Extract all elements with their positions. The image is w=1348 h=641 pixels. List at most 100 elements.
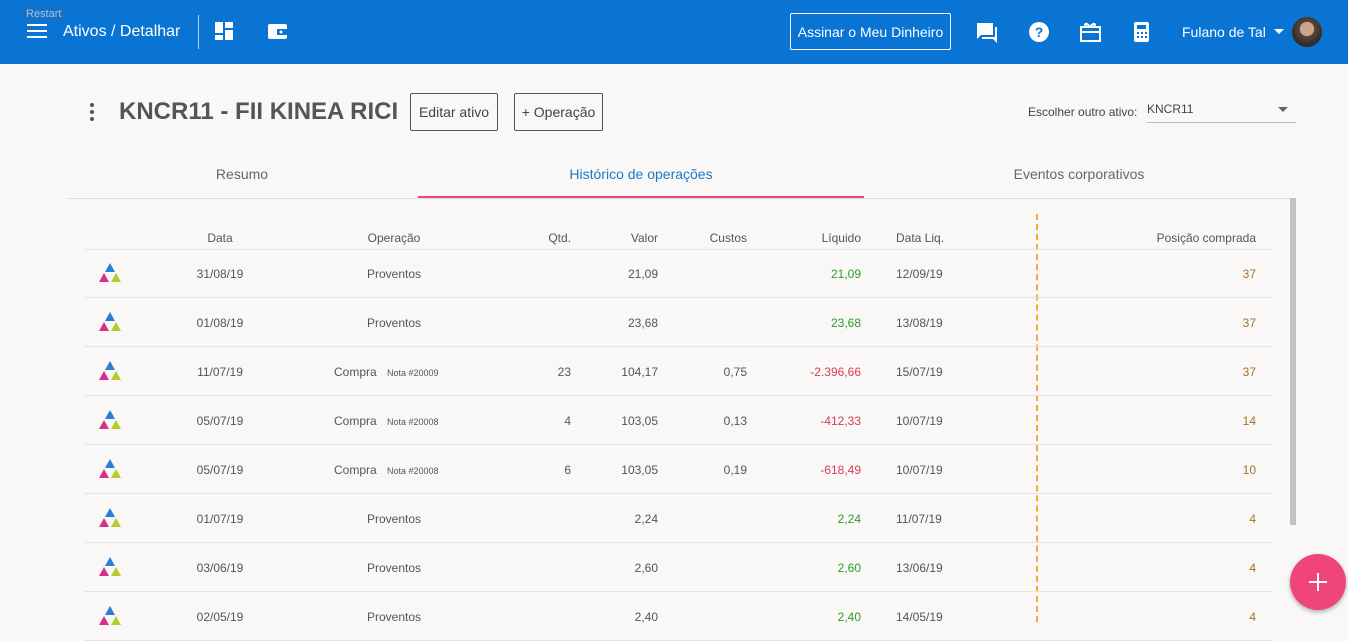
cell-op: Proventos: [366, 561, 422, 575]
edit-button[interactable]: Editar ativo: [410, 93, 498, 131]
add-operation-button[interactable]: + Operação: [514, 93, 603, 131]
cell-date: 05/07/19: [196, 414, 244, 428]
cell-custos: 0,13: [723, 414, 747, 428]
cell-liquido: 23,68: [830, 316, 861, 330]
cell-data-liq: 10/07/19: [896, 414, 943, 428]
help-icon[interactable]: ?: [1028, 21, 1050, 43]
cell-op: Compra: [334, 365, 377, 379]
cell-qtd: 23: [557, 365, 571, 379]
avatar[interactable]: [1292, 17, 1322, 47]
dashboard-icon[interactable]: [215, 22, 235, 42]
cell-data-liq: 13/06/19: [896, 561, 943, 575]
asset-title: KNCR11 - FII KINEA RICI: [119, 98, 399, 125]
cell-data-liq: 13/08/19: [896, 316, 943, 330]
cell-date: 05/07/19: [196, 463, 244, 477]
wallet-icon[interactable]: [267, 22, 289, 42]
operation-icon[interactable]: [98, 409, 124, 431]
select-value: KNCR11: [1147, 102, 1194, 116]
operation-icon[interactable]: [98, 262, 124, 284]
scrollbar[interactable]: [1290, 198, 1296, 525]
row-line: [84, 395, 1272, 396]
row-line: [84, 591, 1272, 592]
cell-date: 02/05/19: [196, 610, 244, 624]
cell-liquido: 2,40: [837, 610, 861, 624]
cell-valor: 2,60: [634, 561, 658, 575]
calculator-icon[interactable]: [1133, 21, 1151, 43]
column-header[interactable]: Posição comprada: [1156, 231, 1256, 245]
asset-select[interactable]: KNCR11: [1147, 102, 1296, 123]
column-header[interactable]: Custos: [709, 231, 747, 245]
user-caret[interactable]: [1274, 29, 1284, 35]
cell-liquido: -2.396,66: [810, 365, 861, 379]
cell-custos: 0,75: [723, 365, 747, 379]
cell-valor: 21,09: [627, 267, 658, 281]
operation-icon[interactable]: [98, 360, 124, 382]
cell-liquido: -412,33: [820, 414, 861, 428]
tab[interactable]: Histórico de operações: [569, 166, 713, 182]
cell-note[interactable]: Nota #20008: [387, 417, 439, 427]
top-bar: Ativos / Detalhar Assinar o Meu Dinheiro…: [0, 0, 1348, 64]
position-divider: [1036, 214, 1038, 622]
cell-qtd: 6: [564, 463, 571, 477]
cell-custos: 0,19: [723, 463, 747, 477]
row-line: [84, 346, 1272, 347]
subscribe-button[interactable]: Assinar o Meu Dinheiro: [790, 13, 951, 50]
fab-add[interactable]: [1290, 554, 1346, 610]
cell-date: 03/06/19: [196, 561, 244, 575]
column-header[interactable]: Líquido: [821, 231, 861, 245]
cell-date: 31/08/19: [196, 267, 244, 281]
cell-posicao: 14: [1242, 414, 1256, 428]
cell-valor: 103,05: [621, 463, 658, 477]
cell-valor: 2,40: [634, 610, 658, 624]
cell-posicao: 37: [1242, 316, 1256, 330]
cell-liquido: 21,09: [830, 267, 861, 281]
cell-data-liq: 14/05/19: [896, 610, 943, 624]
column-header[interactable]: Data: [207, 231, 233, 245]
cell-op: Proventos: [366, 512, 422, 526]
cell-date: 01/07/19: [196, 512, 244, 526]
cell-date: 01/08/19: [196, 316, 244, 330]
svg-text:?: ?: [1035, 24, 1044, 40]
cell-op: Compra: [334, 414, 377, 428]
cell-posicao: 37: [1242, 267, 1256, 281]
column-header[interactable]: Qtd.: [548, 231, 571, 245]
menu-icon[interactable]: [27, 22, 49, 42]
cell-note[interactable]: Nota #20009: [387, 368, 439, 378]
tab-indicator: [418, 196, 864, 198]
cell-op: Proventos: [366, 316, 422, 330]
operation-icon[interactable]: [98, 507, 124, 529]
header-line: [84, 249, 1272, 250]
cell-valor: 23,68: [627, 316, 658, 330]
tabs-border: [67, 198, 1296, 199]
tab[interactable]: Eventos corporativos: [1013, 166, 1145, 182]
chat-icon[interactable]: [976, 22, 998, 44]
cell-valor: 2,24: [634, 512, 658, 526]
row-line: [84, 542, 1272, 543]
cell-valor: 103,05: [621, 414, 658, 428]
cell-op: Compra: [334, 463, 377, 477]
column-header[interactable]: Operação: [367, 231, 421, 245]
more-icon[interactable]: [88, 102, 96, 122]
cell-liquido: 2,24: [837, 512, 861, 526]
column-header[interactable]: Valor: [630, 231, 658, 245]
column-header[interactable]: Data Liq.: [896, 231, 945, 245]
cell-posicao: 4: [1249, 512, 1256, 526]
operation-icon[interactable]: [98, 311, 124, 333]
tooltip: Restart: [23, 8, 65, 20]
cell-data-liq: 15/07/19: [896, 365, 943, 379]
gift-icon[interactable]: [1080, 21, 1102, 43]
cell-data-liq: 10/07/19: [896, 463, 943, 477]
row-line: [84, 297, 1272, 298]
tab[interactable]: Resumo: [215, 166, 269, 182]
user-name[interactable]: Fulano de Tal: [1182, 24, 1266, 40]
cell-posicao: 37: [1242, 365, 1256, 379]
cell-op: Proventos: [366, 610, 422, 624]
select-caret: [1278, 107, 1288, 112]
operation-icon[interactable]: [98, 458, 124, 480]
cell-posicao: 10: [1242, 463, 1256, 477]
cell-posicao: 4: [1249, 610, 1256, 624]
cell-note[interactable]: Nota #20008: [387, 466, 439, 476]
cell-qtd: 4: [564, 414, 571, 428]
operation-icon[interactable]: [98, 556, 124, 578]
